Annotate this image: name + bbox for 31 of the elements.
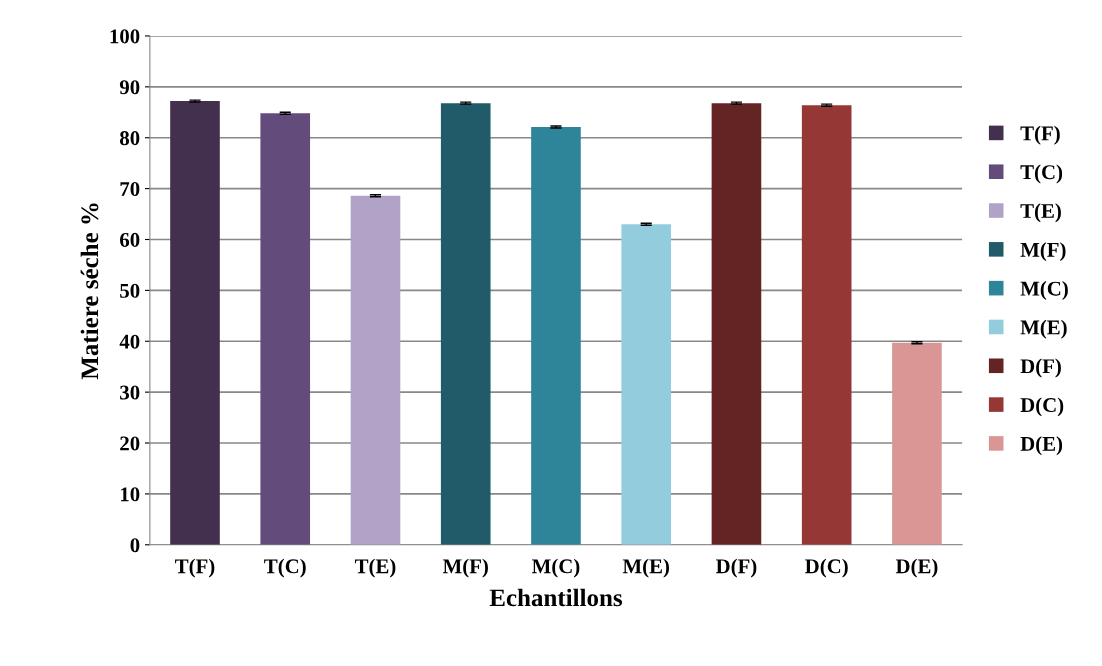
legend-label: M(E) [1020, 319, 1067, 339]
legend-label: M(C) [1020, 280, 1068, 300]
y-tick-label: 10 [120, 487, 140, 502]
y-tick-label: 20 [120, 436, 140, 451]
y-tick-label: 30 [120, 385, 140, 400]
x-tick-label: D(F) [715, 558, 757, 578]
legend-label: D(E) [1020, 436, 1063, 456]
x-tick-label: T(F) [175, 558, 215, 578]
legend-label: D(C) [1020, 397, 1064, 417]
y-tick-label: 90 [119, 80, 140, 95]
x-tick-label: M(F) [442, 558, 488, 578]
y-tick-label: 0 [130, 538, 140, 553]
y-tick-label: 80 [120, 131, 140, 146]
x-axis-title: Echantillons [489, 588, 623, 607]
x-tick-label: D(C) [805, 558, 848, 578]
x-tick-label: M(E) [622, 558, 669, 578]
y-tick-label: 40 [119, 334, 140, 349]
y-tick-label: 100 [110, 29, 140, 44]
x-tick-label: T(C) [264, 558, 306, 578]
legend-label: M(F) [1020, 242, 1066, 262]
x-tick-label: M(C) [532, 558, 580, 578]
legend-label: T(C) [1020, 164, 1063, 184]
y-tick-label: 50 [120, 283, 140, 298]
y-axis-title: Matiere séche % [80, 203, 99, 380]
x-tick-label: D(E) [895, 558, 938, 578]
x-tick-label: T(E) [354, 558, 396, 578]
y-tick-label: 60 [120, 232, 140, 247]
legend-label: T(E) [1020, 203, 1061, 223]
legend-label: T(F) [1020, 125, 1060, 145]
y-tick-label: 70 [120, 181, 140, 197]
legend-label: D(F) [1020, 358, 1061, 378]
